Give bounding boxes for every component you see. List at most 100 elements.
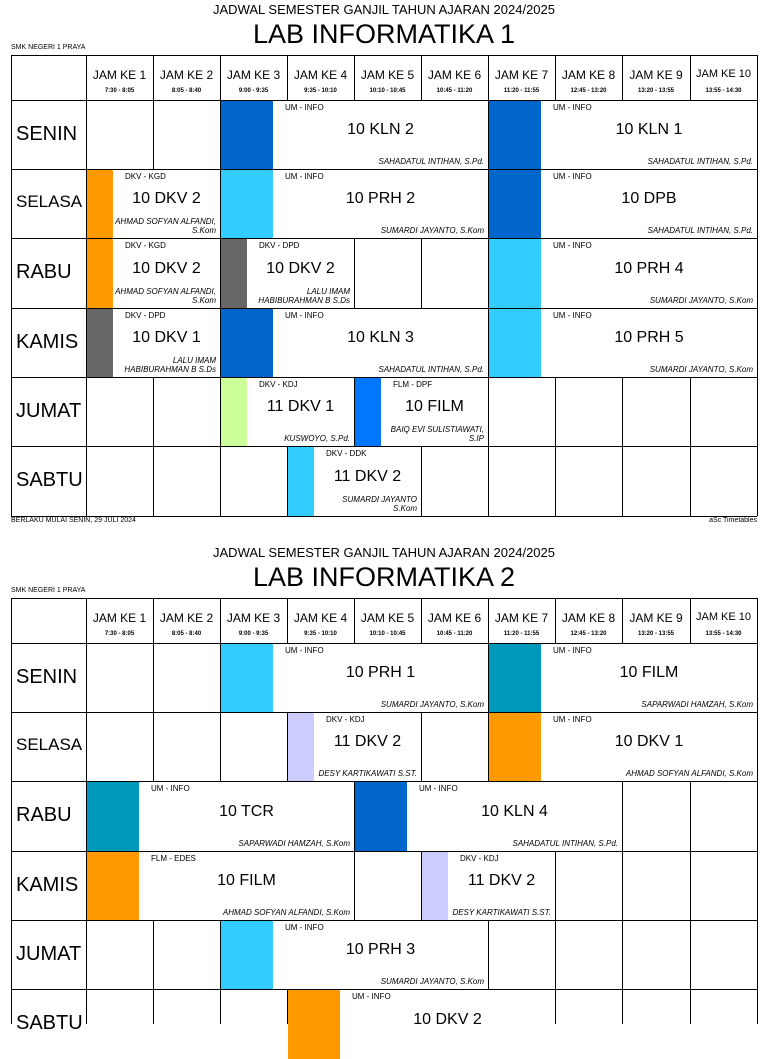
grid-row-line [11,516,757,517]
grid-row-line [11,598,757,599]
day-label: SELASA [16,191,83,211]
lesson-teacher: SUMARDI JAYANTO S.Kom [342,495,417,513]
lesson-subject-code: UM - INFO [352,992,391,1001]
header-slot-label: JAM KE 7 [494,68,549,82]
lesson-cell[interactable]: FLM - DPF 10 FILM BAIQ EVI SULISTIAWATI, S… [355,378,488,446]
lesson-color-stripe [288,990,340,1059]
lesson-class: 10 DKV 1 [614,733,684,750]
lesson-subject-code: DKV - DPD [259,241,300,250]
day-label: SENIN [16,665,78,688]
day-label: JUMAT [16,942,82,965]
lesson-cell[interactable]: DKV - KDJ 11 DKV 2 DESY KARTIKAWATI S.ST. [288,713,421,781]
grid-col-line [690,598,691,1024]
lesson-cell[interactable]: UM - INFO 10 TCR SAPARWADI HAMZAH, S.Kom [87,782,354,851]
day-label: RABU [16,261,72,283]
lesson-cell[interactable]: UM - INFO 10 KLN 4 SAHADATUL INTIHAN, S.Pd… [355,782,622,851]
lesson-teacher: AHMAD SOFYAN ALFANDI, S.Kom [115,287,216,305]
header-slot-time: 10:45 - 11:20 [436,88,473,94]
header-slot-time: 9:35 - 10:10 [304,88,337,94]
lesson-cell[interactable]: UM - INFO 10 KLN 3 SAHADATUL INTIHAN, S.Pd… [221,309,488,377]
lesson-color-stripe [288,713,314,781]
lesson-cell[interactable]: DKV - DDK 11 DKV 2 SUMARDI JAYANTO S.Kom [288,447,421,516]
grid-col-line [86,55,87,516]
lesson-cell[interactable]: UM - INFO 10 DKV 1 AHMAD SOFYAN ALFANDI, S… [489,713,757,781]
lesson-class: 10 PRH 4 [614,259,684,277]
lesson-subject-code: UM - INFO [285,103,324,112]
day-label: SENIN [16,122,78,145]
day-label: KAMIS [16,330,79,353]
grid-row-line [11,169,757,170]
lesson-teacher: SAHADATUL INTIHAN, S.Pd. [378,365,484,374]
lesson-teacher: LALU IMAM HABIBURAHMAN B S.Ds [258,287,350,305]
lesson-cell[interactable]: UM - INFO 10 DKV 2 [288,990,555,1059]
lesson-cell[interactable]: DKV - KDJ 11 DKV 1 KUSWOYO, S.Pd. [221,378,354,446]
grid-col-line [757,55,758,516]
grid-col-line [11,598,12,1024]
grid-row-line [11,643,757,644]
grid-row-line [11,377,757,378]
lesson-subject-code: UM - INFO [285,172,324,181]
grid-col-line [757,598,758,1024]
header-slot-label: JAM KE 3 [226,611,281,625]
lesson-class: 10 DKV 2 [132,259,201,277]
lesson-color-stripe [221,378,247,446]
lesson-color-stripe [221,239,247,308]
lesson-teacher: SAHADATUL INTIHAN, S.Pd. [647,157,753,166]
lesson-cell[interactable]: DKV - KGD 10 DKV 2 AHMAD SOFYAN ALFANDI, S… [87,170,220,238]
header-slot-label: JAM KE 2 [159,68,214,82]
header-slot-time: 9:00 - 9:35 [238,88,269,94]
header-slot-label: JAM KE 3 [226,68,281,82]
lesson-cell[interactable]: UM - INFO 10 PRH 1 SUMARDI JAYANTO, S.Kom [221,644,488,712]
grid-row-line [11,851,757,852]
lesson-color-stripe [422,852,448,920]
header-slot-label: JAM KE 8 [561,68,616,82]
lesson-teacher: SUMARDI JAYANTO, S.Kom [649,296,753,305]
lesson-cell[interactable]: UM - INFO 10 PRH 4 SUMARDI JAYANTO, S.Kom [489,239,757,308]
lesson-subject-code: UM - INFO [553,241,592,250]
lesson-cell[interactable]: UM - INFO 10 KLN 1 SAHADATUL INTIHAN, S.Pd… [489,101,757,169]
header-slot-time: 13:20 - 13:55 [637,88,675,94]
lesson-teacher: AHMAD SOFYAN ALFANDI, S.Kom [625,769,753,778]
lesson-color-stripe [221,101,273,169]
lesson-cell[interactable]: UM - INFO 10 KLN 2 SAHADATUL INTIHAN, S.Pd… [221,101,488,169]
lesson-subject-code: UM - INFO [285,646,324,655]
lesson-cell[interactable]: DKV - KDJ 11 DKV 2 DESY KARTIKAWATI S.ST. [422,852,555,920]
lesson-subject-code: UM - INFO [553,103,592,112]
lesson-cell[interactable]: FLM - EDES 10 FILM AHMAD SOFYAN ALFANDI, S… [87,852,354,920]
header-slot-label: JAM KE 5 [360,68,415,82]
header-slot-time: 13:55 - 14:30 [705,631,742,637]
lesson-cell[interactable]: DKV - KGD 10 DKV 2 AHMAD SOFYAN ALFANDI, S… [87,239,220,308]
header-slot-time: 13:20 - 13:55 [637,631,675,637]
lesson-subject-code: DKV - DDK [326,449,367,458]
lesson-teacher: SAHADATUL INTIHAN, S.Pd. [378,157,484,166]
lesson-class: 10 FILM [405,398,464,415]
lesson-color-stripe [489,713,541,781]
lesson-cell[interactable]: DKV - DPD 10 DKV 2 LALU IMAM HABIBURAHMAN … [221,239,354,308]
header-slot-time: 10:10 - 10:45 [369,88,406,94]
header-slot-label: JAM KE 10 [695,68,752,80]
lesson-color-stripe [489,239,541,308]
lesson-teacher: SAPARWADI HAMZAH, S.Kom [641,700,753,709]
lesson-subject-code: DKV - KDJ [326,715,365,724]
header-slot-label: JAM KE 4 [293,68,348,82]
header-slot-label: JAM KE 6 [427,611,482,625]
lesson-cell[interactable]: UM - INFO 10 DPB SAHADATUL INTIHAN, S.Pd. [489,170,757,238]
header-slot-time: 10:45 - 11:20 [436,631,473,637]
lesson-cell[interactable]: UM - INFO 10 PRH 5 SUMARDI JAYANTO, S.Kom [489,309,757,377]
lesson-color-stripe [489,309,541,377]
lesson-class: 10 KLN 4 [481,802,548,820]
lesson-teacher: BAIQ EVI SULISTIAWATI, S.IP [390,425,484,443]
lesson-cell[interactable]: DKV - DPD 10 DKV 1 LALU IMAM HABIBURAHMAN … [87,309,220,377]
day-label: JUMAT [16,399,82,422]
lesson-teacher: AHMAD SOFYAN ALFANDI, S.Kom [115,217,216,235]
lesson-color-stripe [87,309,113,377]
lesson-cell[interactable]: UM - INFO 10 PRH 3 SUMARDI JAYANTO, S.Kom [221,921,488,989]
lesson-color-stripe [489,644,541,712]
header-slot-time: 9:00 - 9:35 [238,631,269,637]
header-slot-label: JAM KE 10 [695,611,752,623]
grid-row-line [11,446,757,447]
lesson-cell[interactable]: UM - INFO 10 PRH 2 SUMARDI JAYANTO, S.Kom [221,170,488,238]
lesson-color-stripe [87,852,139,920]
lesson-cell[interactable]: UM - INFO 10 FILM SAPARWADI HAMZAH, S.Kom [489,644,757,712]
lesson-subject-code: UM - INFO [151,784,190,793]
